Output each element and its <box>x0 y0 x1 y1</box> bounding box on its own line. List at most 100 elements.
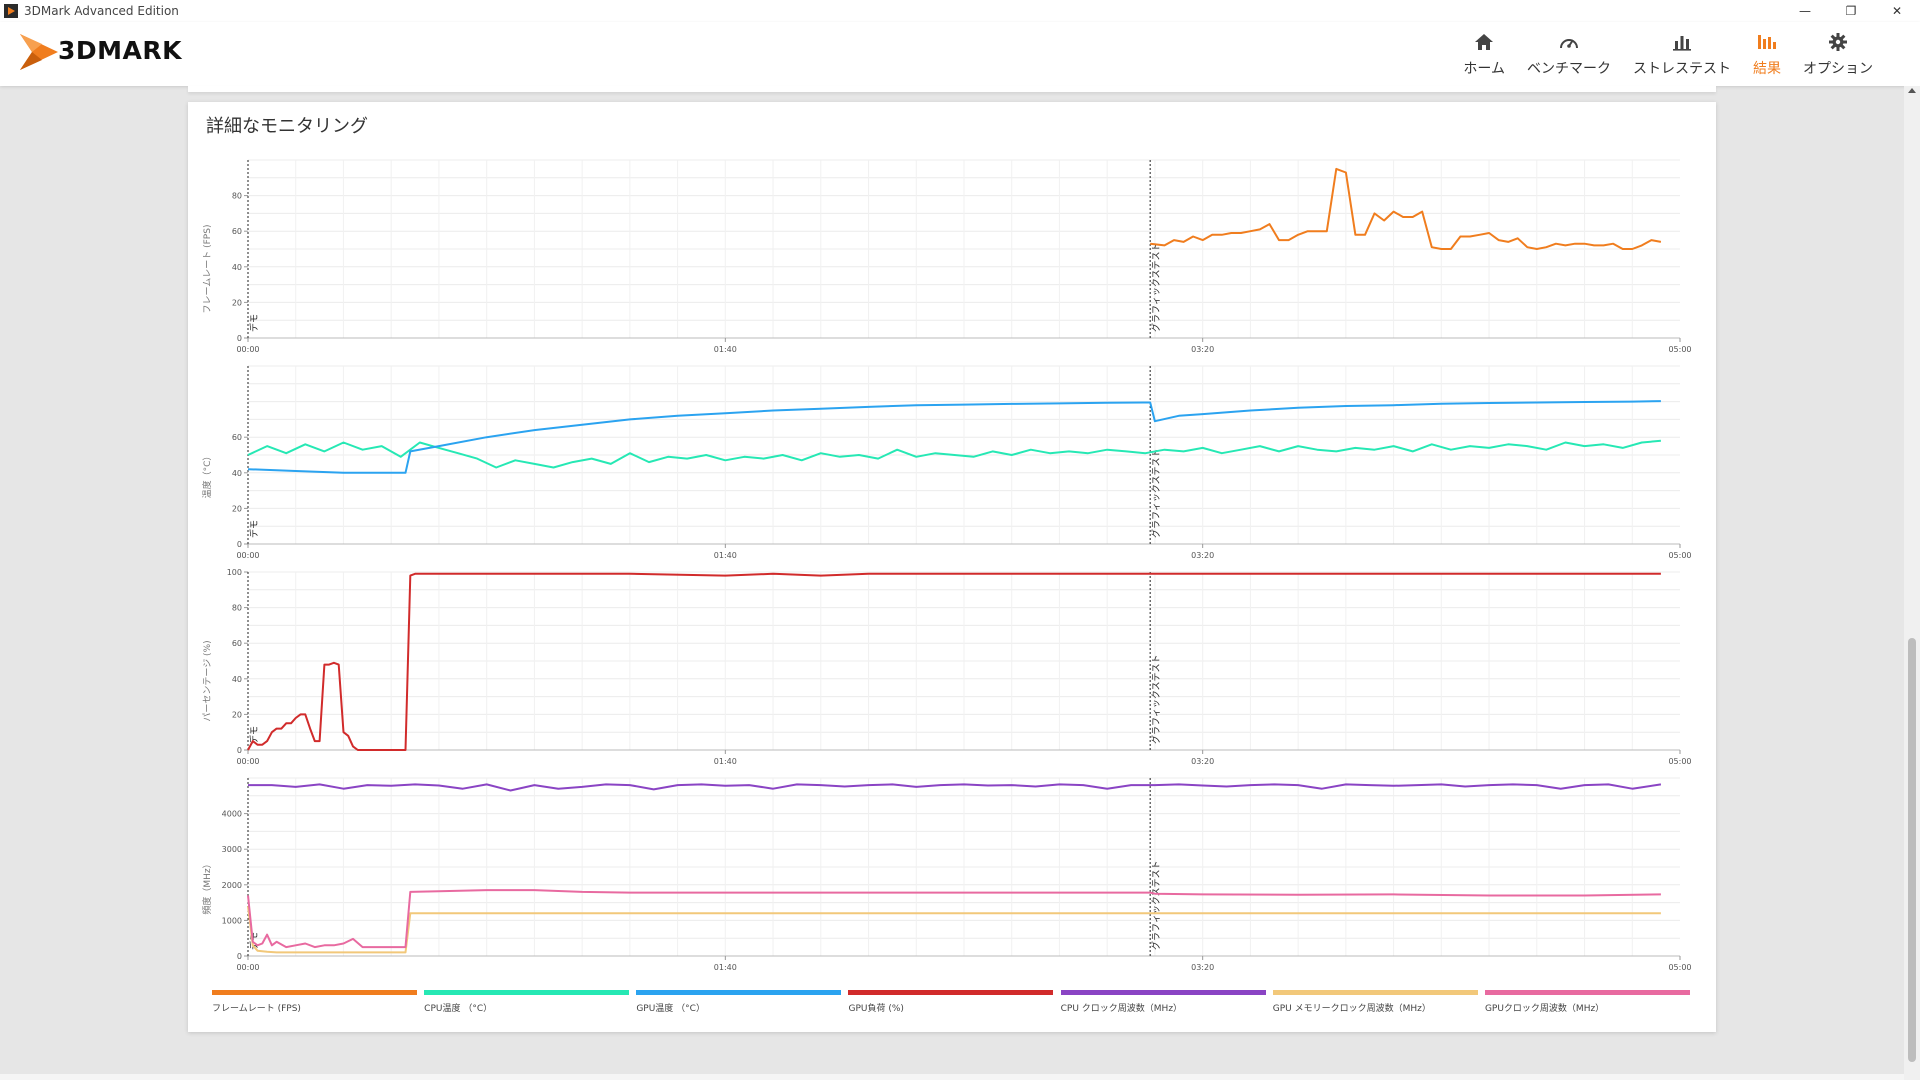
home-icon <box>1473 31 1495 53</box>
y-axis-label: フレームレート (FPS) <box>202 225 213 314</box>
y-tick-label: 80 <box>232 192 242 201</box>
nav-stress-test[interactable]: ストレステスト <box>1622 28 1742 82</box>
legend-label: GPU メモリークロック周波数（MHz） <box>1272 1004 1431 1014</box>
series-line <box>1150 167 1662 250</box>
monitoring-charts[interactable]: 0 20 40 60 80 00:00 01:40 03:20 05:00 フレームレート (FP… <box>188 102 1716 982</box>
y-axis-label: 頻度（MHz） <box>201 859 213 914</box>
x-tick-label: 03:20 <box>1191 345 1214 354</box>
nav-home[interactable]: ホーム <box>1452 28 1516 82</box>
y-tick-label: 0 <box>237 334 242 343</box>
y-tick-label: 20 <box>232 504 242 513</box>
legend-swatch <box>636 990 842 995</box>
restore-button[interactable]: ❐ <box>1845 4 1857 18</box>
legend-label: CPU温度 （°C） <box>424 1004 493 1014</box>
x-tick-label: 01:40 <box>714 757 737 766</box>
close-button[interactable]: ✕ <box>1891 4 1903 18</box>
vertical-scrollbar[interactable] <box>1904 86 1920 1080</box>
3dmark-logo-icon <box>20 34 58 70</box>
nav-label: ベンチマーク <box>1527 61 1611 77</box>
phase-marker-label: グラフィックステスト <box>1150 448 1162 538</box>
phase-marker-label: デモ <box>248 726 260 744</box>
gauge-icon <box>1558 31 1580 53</box>
x-tick-label: 05:00 <box>1668 551 1691 560</box>
y-tick-label: 60 <box>232 639 242 648</box>
window-title: 3DMark Advanced Edition <box>24 4 179 18</box>
y-tick-label: 20 <box>232 710 242 719</box>
nav-benchmark[interactable]: ベンチマーク <box>1516 28 1622 82</box>
y-tick-label: 40 <box>232 263 242 272</box>
x-tick-label: 00:00 <box>236 963 259 972</box>
gear-icon <box>1827 31 1849 53</box>
scrollbar-thumb[interactable] <box>1908 638 1916 1062</box>
x-tick-label: 01:40 <box>714 963 737 972</box>
y-tick-label: 80 <box>232 604 242 613</box>
legend-label: GPU負荷 (%) <box>848 1004 904 1014</box>
nav-label: 結果 <box>1753 61 1781 77</box>
y-tick-label: 2000 <box>222 881 242 890</box>
legend-label: GPUクロック周波数（MHz） <box>1484 1004 1605 1014</box>
y-tick-label: 60 <box>232 433 242 442</box>
y-tick-label: 60 <box>232 227 242 236</box>
x-tick-label: 01:40 <box>714 345 737 354</box>
nav-label: ホーム <box>1463 61 1505 77</box>
phase-marker-label: グラフィックステスト <box>1150 860 1162 950</box>
y-tick-label: 20 <box>232 298 242 307</box>
legend-item[interactable]: フレームレート (FPS) <box>212 990 417 1014</box>
logo-text: 3DMARK <box>58 35 182 65</box>
phase-marker-label: グラフィックステスト <box>1150 654 1162 744</box>
y-tick-label: 0 <box>237 746 242 755</box>
x-tick-label: 00:00 <box>236 757 259 766</box>
nav-options[interactable]: オプション <box>1792 28 1884 82</box>
x-tick-label: 01:40 <box>714 551 737 560</box>
y-tick-label: 40 <box>232 675 242 684</box>
y-tick-label: 0 <box>237 540 242 549</box>
x-tick-label: 00:00 <box>236 551 259 560</box>
x-tick-label: 03:20 <box>1191 963 1214 972</box>
app-header: 3DMARK ホーム ベンチマーク ストレステスト 結果 <box>0 22 1920 86</box>
series-line <box>247 400 1661 474</box>
main-nav: ホーム ベンチマーク ストレステスト 結果 オプション <box>1452 28 1884 82</box>
phase-marker-label: デモ <box>248 520 260 538</box>
legend-swatch <box>424 990 630 995</box>
card-title: 詳細なモニタリング <box>206 116 368 137</box>
legend-swatch <box>1272 990 1478 995</box>
app-icon <box>4 4 18 18</box>
y-tick-label: 100 <box>227 568 242 577</box>
nav-label: ストレステスト <box>1633 61 1731 77</box>
legend-item[interactable]: GPU温度 （°C） <box>636 990 842 1014</box>
series-line <box>247 889 1661 949</box>
legend-item[interactable]: CPU クロック周波数（MHz） <box>1060 990 1266 1014</box>
series-line <box>247 439 1661 469</box>
bar-chart-icon <box>1671 31 1693 53</box>
nav-label: オプション <box>1803 61 1873 77</box>
y-tick-label: 4000 <box>222 810 242 819</box>
legend-label: CPU クロック周波数（MHz） <box>1060 1004 1183 1014</box>
y-tick-label: 0 <box>237 952 242 961</box>
legend-item[interactable]: GPU メモリークロック周波数（MHz） <box>1272 990 1478 1014</box>
legend-swatch <box>1484 990 1690 995</box>
x-tick-label: 00:00 <box>236 345 259 354</box>
y-axis-label: 温度（°C） <box>201 452 213 499</box>
legend-item[interactable]: GPU負荷 (%) <box>848 990 1054 1014</box>
x-tick-label: 05:00 <box>1668 963 1691 972</box>
y-tick-label: 1000 <box>222 916 242 925</box>
results-icon <box>1756 31 1778 53</box>
nav-results[interactable]: 結果 <box>1742 28 1792 82</box>
legend-item[interactable]: GPUクロック周波数（MHz） <box>1484 990 1690 1014</box>
legend-swatch <box>848 990 1054 995</box>
minimize-button[interactable]: — <box>1799 4 1811 18</box>
legend-swatch <box>1060 990 1266 995</box>
detailed-monitoring-card: 詳細なモニタリング 0 20 40 60 80 00:00 01:40 03:20 05:00 フ… <box>188 102 1716 1032</box>
scroll-up-arrow-icon[interactable] <box>1908 88 1916 93</box>
logo[interactable]: 3DMARK <box>18 28 182 72</box>
phase-marker-label: グラフィックステスト <box>1150 242 1162 332</box>
phase-marker-label: デモ <box>248 314 260 332</box>
legend-item[interactable]: CPU温度 （°C） <box>424 990 630 1014</box>
legend-swatch <box>212 990 417 995</box>
series-line <box>247 906 1661 954</box>
y-axis-label: パーセンテージ (%) <box>202 640 213 721</box>
x-tick-label: 03:20 <box>1191 551 1214 560</box>
y-tick-label: 40 <box>232 469 242 478</box>
series-line <box>247 572 1661 751</box>
legend-label: フレームレート (FPS) <box>212 1004 301 1014</box>
